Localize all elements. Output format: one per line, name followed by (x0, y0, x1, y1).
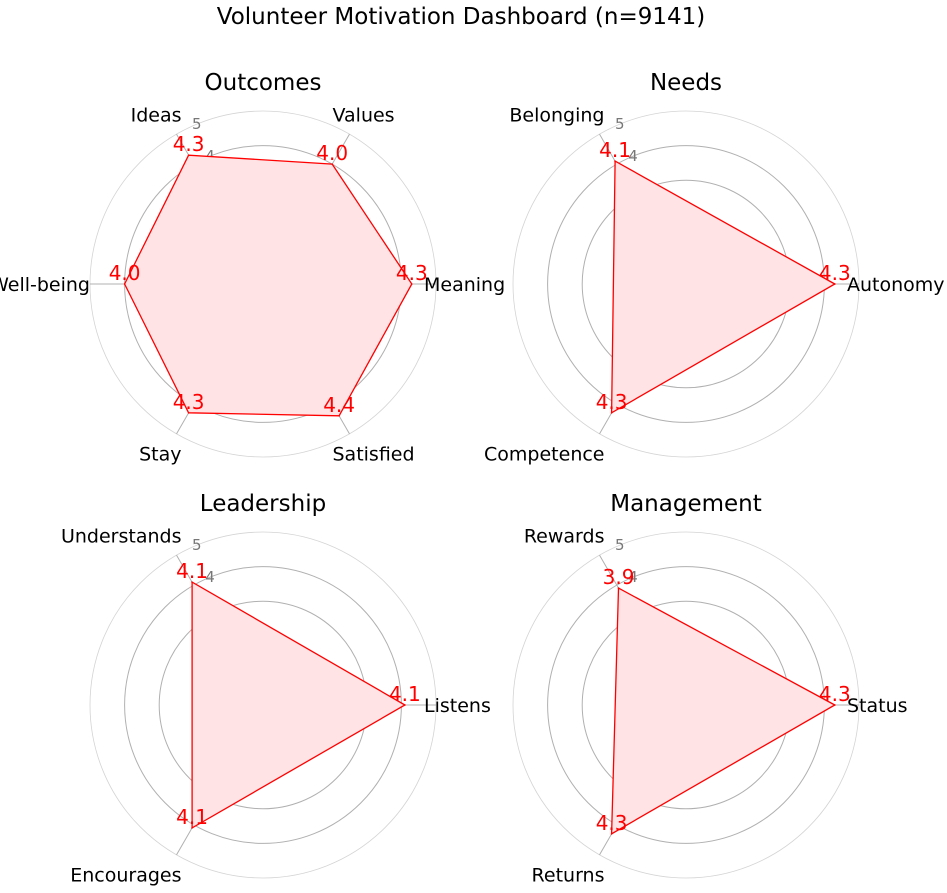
radar-chart-needs: 123454.34.14.3AutonomyBelongingCompetenc… (484, 70, 945, 465)
series-polygon (610, 587, 837, 835)
axis-label-satisfied: Satisfied (333, 443, 415, 465)
value-label: 4.3 (596, 390, 628, 414)
data-point (123, 283, 126, 285)
panel-title: Outcomes (205, 70, 322, 96)
value-label: 4.3 (819, 682, 851, 706)
data-point (610, 833, 613, 835)
value-label: 4.3 (173, 132, 205, 156)
axis-label-understands: Understands (61, 526, 182, 548)
data-point (833, 283, 836, 285)
radar-chart-leadership: 123454.14.14.1ListensUnderstandsEncourag… (61, 491, 491, 886)
radial-tick-label: 4 (628, 147, 638, 165)
panel-title: Needs (650, 70, 722, 96)
data-point (614, 160, 616, 162)
radial-tick-label: 5 (192, 536, 202, 554)
value-label: 4.0 (109, 261, 141, 285)
axis-label-ideas: Ideas (131, 105, 182, 127)
axis-label-well-being: Well-being (0, 274, 90, 296)
radial-tick-label: 5 (615, 536, 625, 554)
axis-label-autonomy: Autonomy (847, 274, 945, 296)
series-polygon (610, 160, 837, 414)
data-point (331, 163, 334, 165)
value-label: 4.1 (176, 559, 208, 583)
radial-tick-label: 4 (205, 568, 215, 586)
axis-label-status: Status (847, 695, 908, 717)
data-point (187, 412, 190, 414)
panel-title: Leadership (200, 491, 326, 517)
radar-chart-outcomes: 123454.34.04.34.04.34.4MeaningValuesIdea… (0, 70, 505, 465)
data-point (617, 587, 620, 589)
value-label: 4.0 (316, 141, 348, 165)
axis-label-rewards: Rewards (524, 526, 605, 548)
radial-tick-label: 4 (628, 568, 638, 586)
axis-label-meaning: Meaning (424, 274, 505, 296)
value-label: 4.3 (396, 261, 428, 285)
main-title: Volunteer Motivation Dashboard (n=9141) (216, 4, 706, 30)
data-point (191, 827, 193, 829)
value-label: 3.9 (603, 565, 635, 589)
panel-title: Management (610, 491, 762, 517)
value-label: 4.4 (323, 393, 355, 417)
axis-label-competence: Competence (484, 443, 604, 465)
series-polygon (191, 580, 407, 830)
data-point (610, 412, 613, 414)
value-label: 4.1 (176, 805, 208, 829)
data-point (187, 154, 190, 156)
axis-label-belonging: Belonging (509, 105, 604, 127)
value-label: 4.3 (596, 811, 628, 835)
data-point (338, 415, 340, 417)
data-point (404, 704, 406, 706)
axis-label-encourages: Encourages (70, 864, 181, 886)
radial-tick-label: 5 (192, 115, 202, 133)
axis-label-listens: Listens (424, 695, 491, 717)
value-label: 4.1 (599, 138, 631, 162)
axis-label-stay: Stay (139, 443, 181, 465)
value-label: 4.3 (819, 261, 851, 285)
data-point (833, 704, 836, 706)
data-point (410, 283, 413, 285)
radial-tick-label: 5 (615, 115, 625, 133)
value-label: 4.1 (389, 682, 421, 706)
data-point (191, 581, 193, 583)
axis-label-returns: Returns (532, 864, 605, 886)
axis-label-values: Values (333, 105, 395, 127)
value-label: 4.3 (173, 390, 205, 414)
radar-chart-management: 123454.33.94.3StatusRewardsReturnsManage… (512, 491, 908, 886)
